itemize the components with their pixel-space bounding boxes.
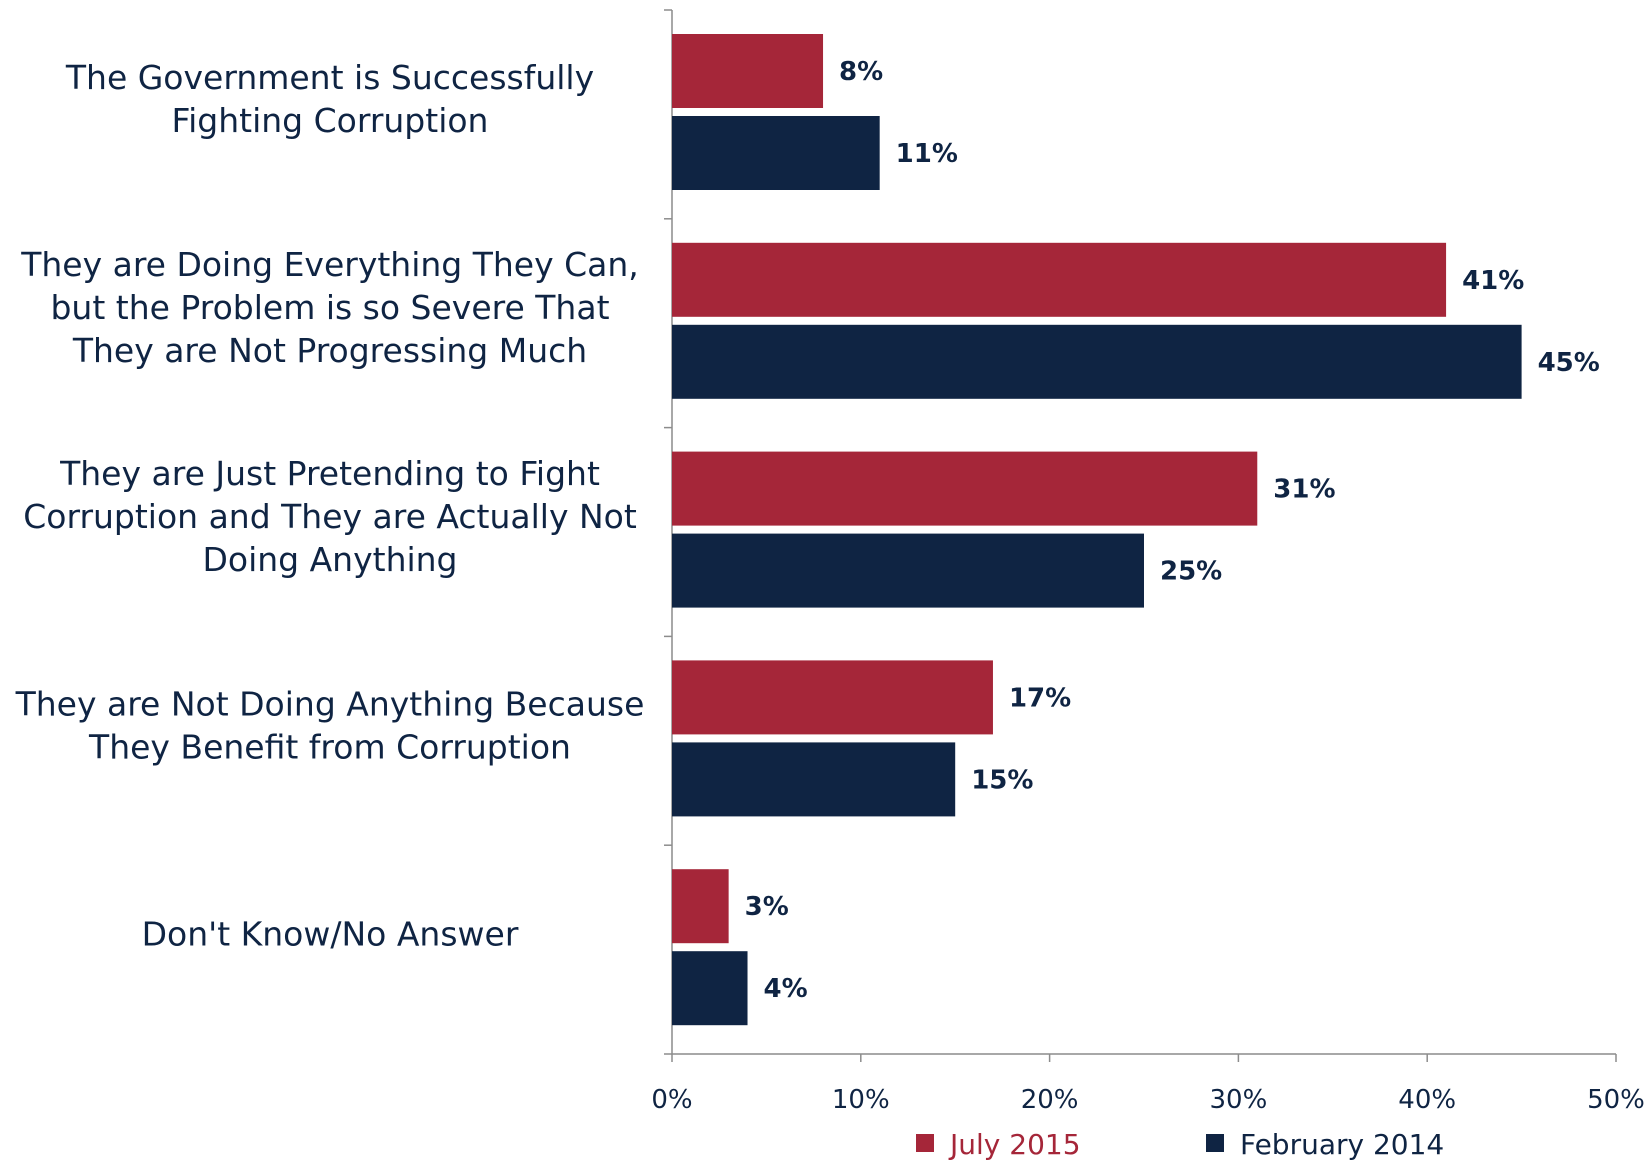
bar bbox=[672, 324, 1522, 399]
legend-swatch bbox=[916, 1134, 934, 1152]
data-label: 25% bbox=[1160, 557, 1222, 587]
legend-label: February 2014 bbox=[1240, 1128, 1444, 1161]
category-label: They are Just Pretending to Fight Corrupt… bbox=[23, 454, 637, 579]
data-label: 31% bbox=[1273, 475, 1335, 505]
x-tick-label: 30% bbox=[1210, 1085, 1268, 1115]
x-tick-label: 10% bbox=[832, 1085, 890, 1115]
data-label: 4% bbox=[764, 974, 808, 1004]
data-label: 11% bbox=[896, 139, 958, 169]
data-label: 3% bbox=[745, 892, 789, 922]
x-tick-label: 40% bbox=[1398, 1085, 1456, 1115]
bar bbox=[672, 451, 1258, 526]
bar bbox=[672, 34, 824, 108]
category-label-line: They Benefit from Corruption bbox=[88, 727, 571, 766]
x-tick-label: 0% bbox=[651, 1085, 692, 1115]
x-tick-label: 50% bbox=[1587, 1085, 1645, 1115]
bar bbox=[672, 533, 1144, 608]
category-label-line: Fighting Corruption bbox=[172, 101, 489, 140]
data-label: 45% bbox=[1538, 348, 1600, 378]
x-tick-label: 20% bbox=[1021, 1085, 1079, 1115]
category-label-line: They are Doing Everything They Can, bbox=[20, 245, 639, 284]
legend-swatch bbox=[1206, 1134, 1224, 1152]
category-label-line: Corruption and They are Actually Not bbox=[23, 497, 637, 536]
category-label-line: Doing Anything bbox=[202, 540, 457, 579]
legend-label: July 2015 bbox=[948, 1128, 1081, 1161]
category-label: The Government is Successfully Fighting C… bbox=[65, 58, 594, 140]
data-label: 15% bbox=[971, 765, 1033, 795]
bar bbox=[672, 869, 729, 944]
category-label-line: They are Not Progressing Much bbox=[72, 331, 587, 370]
category-label-line: The Government is Successfully bbox=[65, 58, 594, 97]
bar bbox=[672, 660, 993, 735]
category-label-line: Don't Know/No Answer bbox=[142, 915, 519, 954]
category-label: They are Not Doing Anything Because They … bbox=[15, 684, 645, 766]
category-label-line: but the Problem is so Severe That bbox=[50, 288, 609, 327]
bar bbox=[672, 951, 748, 1026]
bar bbox=[672, 742, 956, 817]
bar bbox=[672, 116, 880, 190]
category-label: They are Doing Everything They Can, but t… bbox=[20, 245, 639, 370]
data-label: 41% bbox=[1462, 266, 1524, 296]
category-label-line: They are Not Doing Anything Because bbox=[15, 684, 645, 723]
data-label: 8% bbox=[839, 57, 883, 87]
category-label: Don't Know/No Answer bbox=[142, 915, 519, 954]
data-label: 17% bbox=[1009, 683, 1071, 713]
bar bbox=[672, 242, 1447, 317]
category-label-line: They are Just Pretending to Fight bbox=[59, 454, 600, 493]
